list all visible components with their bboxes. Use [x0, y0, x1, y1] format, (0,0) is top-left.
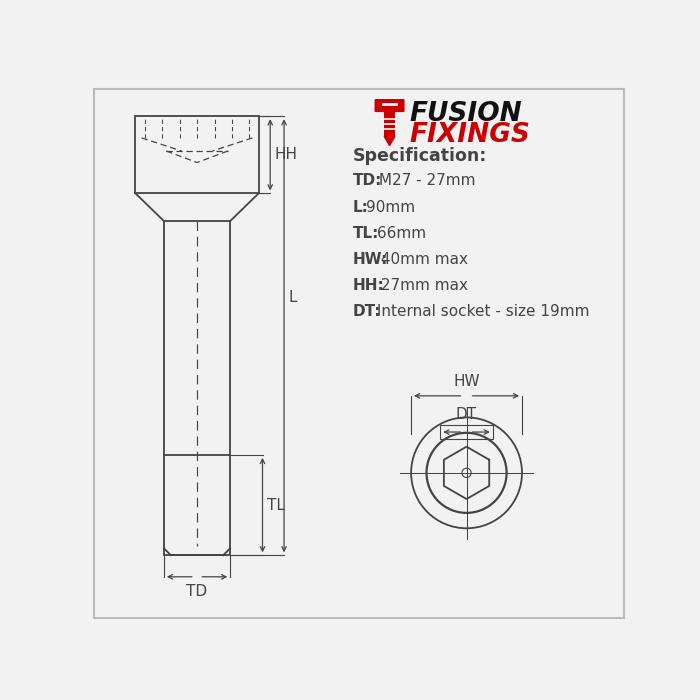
Text: L: L [288, 290, 298, 304]
Text: HW: HW [453, 374, 480, 389]
Text: TL:: TL: [353, 225, 379, 241]
Text: HW:: HW: [353, 252, 388, 267]
Text: DT:: DT: [353, 304, 381, 319]
Text: DT: DT [456, 407, 477, 422]
Text: 27mm max: 27mm max [376, 278, 468, 293]
Text: 40mm max: 40mm max [376, 252, 468, 267]
Bar [164, 221, 230, 555]
Text: 66mm: 66mm [372, 225, 426, 241]
Text: M27 - 27mm: M27 - 27mm [374, 174, 476, 188]
Text: 90mm: 90mm [367, 199, 416, 214]
Text: Specification:: Specification: [353, 147, 487, 165]
FancyBboxPatch shape [374, 99, 405, 112]
Text: Internal socket - size 19mm: Internal socket - size 19mm [372, 304, 589, 319]
Text: HH: HH [275, 147, 298, 162]
Text: FIXINGS: FIXINGS [410, 122, 531, 148]
Bar [135, 116, 258, 193]
Text: TD: TD [186, 584, 208, 599]
Text: FUSION: FUSION [410, 101, 522, 127]
Text: TD:: TD: [353, 174, 382, 188]
Bar [440, 425, 493, 439]
Bar [384, 109, 395, 136]
Text: TL: TL [267, 498, 285, 512]
Text: L:: L: [353, 199, 368, 214]
Text: HH:: HH: [353, 278, 384, 293]
Polygon shape [384, 136, 395, 146]
